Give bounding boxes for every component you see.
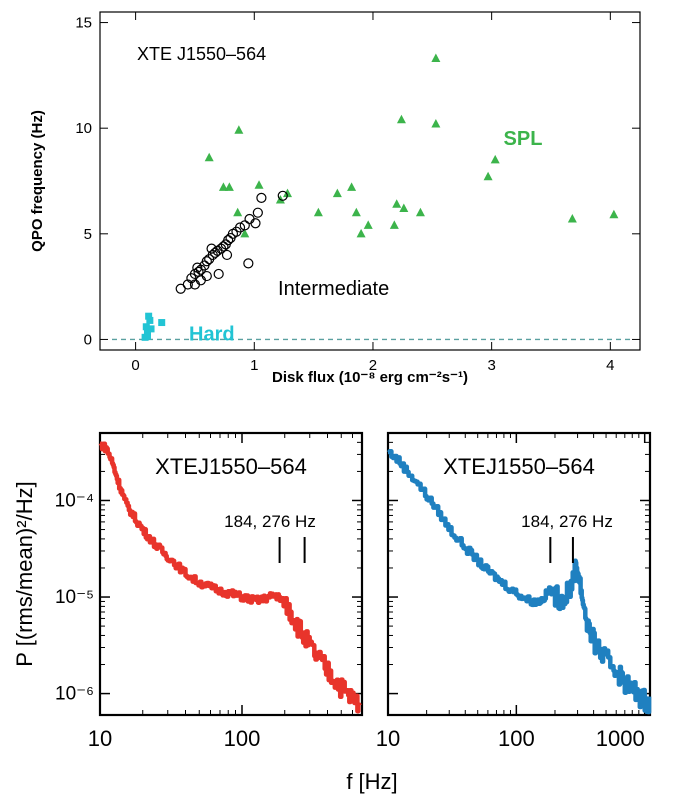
spl-point: [254, 180, 264, 189]
psd-right-ticks: [387, 432, 650, 715]
spl-point: [609, 209, 619, 219]
intermediate-point: [189, 279, 201, 290]
intermediate-point: [213, 268, 224, 280]
scatter-x-tick-label: 4: [606, 357, 614, 374]
scatter-y-tick-label: 0: [84, 331, 92, 348]
psd-left-frame: [98, 431, 364, 717]
psd-left-annotation: 184, 276 Hz: [224, 512, 316, 531]
psd-x-tick-labels: 10 100 10 100 1000: [88, 726, 645, 751]
spl-point: [431, 53, 441, 62]
scatter-x-tick-label: 0: [131, 357, 139, 374]
hard-point: [142, 323, 150, 331]
spl-point: [396, 114, 406, 124]
psd-right-series-line: [387, 449, 652, 715]
qpo-scatter-panel: 0 1 2 3 4 0 5 10 15 XTE J1550–564 Disk flux (10⁻…: [29, 11, 641, 386]
psd-panel-right: XTEJ1550–564 184, 276 Hz: [386, 431, 652, 717]
psd-left-frequency-markers: [278, 537, 306, 563]
psd-left-series-line: [98, 441, 362, 714]
intermediate-point: [252, 207, 263, 218]
hard-point: [158, 319, 166, 327]
psd-right-annotation: 184, 276 Hz: [521, 512, 613, 531]
hard-point: [147, 325, 155, 333]
intermediate-point: [201, 256, 212, 267]
hard-point: [143, 328, 151, 336]
region-label: Hard: [189, 323, 235, 345]
psd-y-axis-label: P [(rms/mean)²/Hz]: [12, 481, 37, 666]
intermediate-point: [182, 279, 193, 290]
intermediate-point: [243, 258, 254, 269]
spl-point: [234, 125, 244, 134]
psd-panel-left: XTEJ1550–564 184, 276 Hz: [98, 431, 364, 717]
psd-right-frame: [386, 431, 652, 717]
psd-right-x-tick-label: 10: [376, 726, 400, 751]
scatter-y-axis-label: QPO frequency (Hz): [29, 110, 46, 252]
scatter-x-tick-label: 2: [369, 357, 377, 374]
scatter-y-tick-label: 10: [75, 120, 92, 137]
psd-y-tick-label: 10⁻⁴: [55, 490, 94, 511]
spl-point: [351, 207, 361, 217]
intermediate-point: [250, 218, 261, 229]
psd-right-x-tick-label: 1000: [596, 726, 645, 751]
region-label: Intermediate: [278, 278, 389, 300]
region-labels: SPL Intermediate Hard: [189, 128, 542, 345]
spl-point: [431, 118, 441, 128]
spl-point: [490, 154, 500, 164]
psd-x-axis-label: f [Hz]: [346, 769, 397, 794]
intermediate-point: [221, 249, 233, 261]
spl-point: [233, 207, 243, 217]
scatter-annotation: XTE J1550–564: [137, 44, 266, 64]
spl-point: [283, 188, 293, 198]
intermediate-point: [192, 262, 203, 273]
intermediate-point: [277, 190, 288, 201]
spl-point: [218, 182, 228, 191]
scatter-y-tick-label: 15: [75, 15, 92, 32]
region-label: SPL: [504, 128, 543, 150]
spl-point: [224, 182, 234, 191]
scatter-x-tick-label: 3: [487, 357, 495, 374]
scatter-points: [141, 53, 619, 341]
spl-point: [389, 220, 399, 229]
psd-y-tick-label: 10⁻⁵: [55, 587, 94, 608]
spl-point: [240, 228, 250, 238]
spl-point: [363, 220, 373, 229]
intermediate-point: [256, 192, 267, 203]
scatter-y-tick-label: 5: [84, 226, 92, 243]
scatter-plot-frame: [99, 11, 641, 351]
spl-point: [313, 207, 323, 217]
spl-point: [567, 214, 577, 223]
spl-point: [483, 171, 493, 181]
scatter-x-tick-label: 1: [250, 357, 258, 374]
psd-left-x-tick-label: 100: [224, 726, 261, 751]
spl-point: [392, 199, 402, 208]
spl-point: [332, 188, 342, 198]
psd-right-title: XTEJ1550–564: [443, 454, 595, 479]
psd-shared-y-tick-labels: 10⁻⁴ 10⁻⁵ 10⁻⁶: [55, 490, 94, 704]
intermediate-point: [206, 243, 217, 254]
psd-left-title: XTEJ1550–564: [155, 454, 307, 479]
scatter-ticks: 0 1 2 3 4 0 5 10 15: [75, 12, 640, 374]
spl-point: [399, 203, 409, 212]
spl-point: [356, 228, 366, 238]
psd-left-x-tick-label: 10: [88, 726, 112, 751]
intermediate-point: [234, 222, 246, 233]
spl-point: [204, 152, 214, 162]
psd-left-ticks: [99, 432, 363, 715]
spl-point: [347, 182, 357, 191]
hard-point: [145, 312, 153, 320]
hard-point: [143, 332, 151, 340]
psd-y-tick-label: 10⁻⁶: [55, 684, 94, 705]
hard-point: [146, 316, 154, 324]
scatter-x-axis-label: Disk flux (10⁻⁸ erg cm⁻²s⁻¹): [272, 369, 468, 386]
spl-point: [415, 207, 425, 217]
psd-right-x-tick-label: 100: [498, 726, 535, 751]
psd-right-frequency-markers: [549, 537, 574, 563]
